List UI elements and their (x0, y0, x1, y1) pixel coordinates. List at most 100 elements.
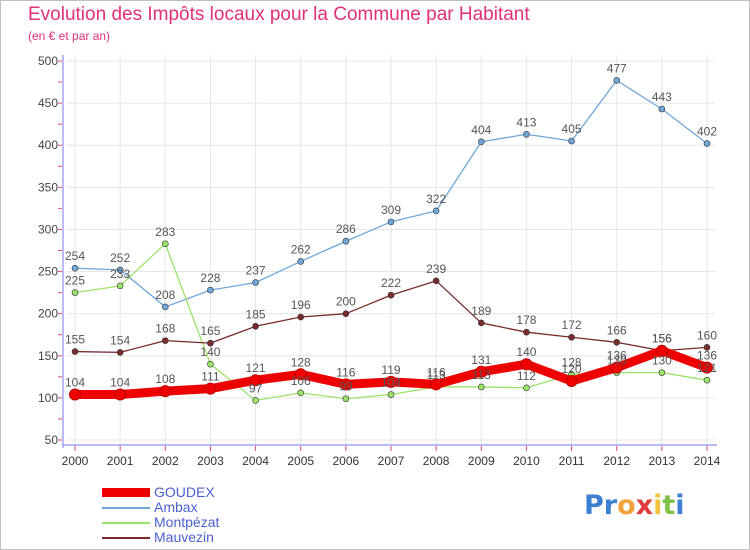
data-point (430, 378, 443, 391)
data-point (658, 369, 666, 376)
y-tick-label: 100 (38, 391, 58, 405)
data-label: 165 (200, 324, 220, 338)
data-label: 200 (336, 295, 356, 309)
x-tick-label: 2005 (287, 454, 314, 468)
series-ambax (71, 77, 711, 311)
x-tick-label: 2009 (468, 454, 495, 468)
data-label: 156 (652, 332, 672, 346)
data-label: 155 (65, 333, 85, 347)
y-tick-label: 450 (38, 96, 58, 110)
data-point (161, 240, 169, 248)
data-label: 405 (562, 122, 582, 136)
data-label: 185 (246, 307, 266, 321)
data-point (161, 303, 169, 311)
data-label: 196 (291, 298, 311, 312)
data-label: 166 (607, 323, 627, 337)
data-label: 283 (155, 225, 175, 239)
data-point (204, 382, 217, 395)
data-label: 130 (652, 354, 672, 368)
data-label: 178 (516, 313, 536, 327)
data-label: 131 (471, 353, 491, 367)
data-label: 140 (200, 345, 220, 359)
data-label: 160 (697, 328, 717, 342)
x-tick-label: 2014 (694, 454, 721, 468)
data-label: 104 (65, 376, 85, 390)
data-point (252, 397, 259, 404)
data-point (703, 344, 711, 351)
data-label: 443 (652, 90, 672, 104)
y-tick-label: 200 (38, 307, 58, 321)
data-point (252, 279, 259, 286)
data-label: 113 (472, 368, 491, 382)
y-tick-label: 300 (38, 222, 58, 236)
data-label: 254 (65, 249, 85, 263)
data-point (249, 374, 262, 387)
data-label: 156 (652, 332, 672, 346)
data-label: 108 (155, 372, 175, 386)
data-label: 128 (291, 355, 311, 369)
x-tick-label: 2012 (603, 454, 630, 468)
data-point (387, 391, 395, 398)
chart-title: Evolution des Impôts locaux pour la Comm… (28, 4, 530, 25)
data-label: 104 (381, 376, 401, 390)
legend-swatch (102, 507, 150, 509)
data-point (568, 137, 575, 145)
y-tick-label: 150 (38, 349, 58, 363)
data-point (71, 289, 79, 296)
data-point (71, 264, 79, 272)
data-point (207, 339, 214, 347)
x-tick-label: 2013 (649, 454, 676, 468)
data-point (116, 282, 124, 290)
x-tick-label: 2011 (559, 454, 585, 468)
data-label: 208 (155, 288, 175, 302)
data-point (161, 337, 169, 344)
data-label: 116 (427, 365, 446, 379)
data-point (342, 237, 350, 245)
data-point (207, 360, 214, 368)
data-label: 228 (200, 271, 220, 285)
legend-label: Ambax (154, 499, 198, 515)
series-mauvezin (71, 277, 711, 356)
data-label: 121 (246, 361, 266, 375)
data-label: 119 (381, 363, 400, 377)
data-point (297, 389, 305, 397)
legend-swatch (102, 488, 150, 497)
data-label: 477 (607, 61, 627, 75)
y-tick-label: 500 (38, 54, 58, 68)
data-point (475, 365, 488, 378)
data-point (613, 77, 621, 84)
data-label: 112 (517, 369, 536, 383)
data-point (523, 384, 530, 392)
data-point (297, 258, 305, 265)
data-point (703, 140, 711, 147)
data-point (610, 361, 623, 374)
data-point (568, 333, 575, 341)
data-point (114, 388, 127, 401)
data-label: 413 (516, 115, 536, 129)
data-point (207, 286, 214, 294)
legend-label: Montpézat (154, 514, 220, 530)
logo-letter: P (584, 490, 604, 521)
data-label: 120 (562, 362, 582, 376)
data-label: 130 (607, 354, 627, 368)
data-label: 404 (471, 123, 491, 137)
x-tick-label: 2003 (197, 454, 224, 468)
data-label: 233 (110, 267, 130, 281)
data-label: 113 (427, 368, 446, 382)
data-point (565, 375, 578, 388)
y-tick-label: 350 (38, 180, 58, 194)
data-label: 116 (336, 365, 355, 379)
x-tick-label: 2006 (333, 454, 360, 468)
data-label: 104 (110, 376, 130, 390)
data-label: 121 (697, 361, 717, 375)
data-point (523, 130, 530, 138)
data-point (432, 277, 440, 285)
data-label: 252 (110, 251, 130, 265)
data-point (387, 291, 395, 299)
data-point (116, 349, 124, 356)
y-tick-label: 50 (45, 433, 59, 447)
data-label: 309 (381, 203, 401, 217)
data-point (297, 313, 305, 321)
